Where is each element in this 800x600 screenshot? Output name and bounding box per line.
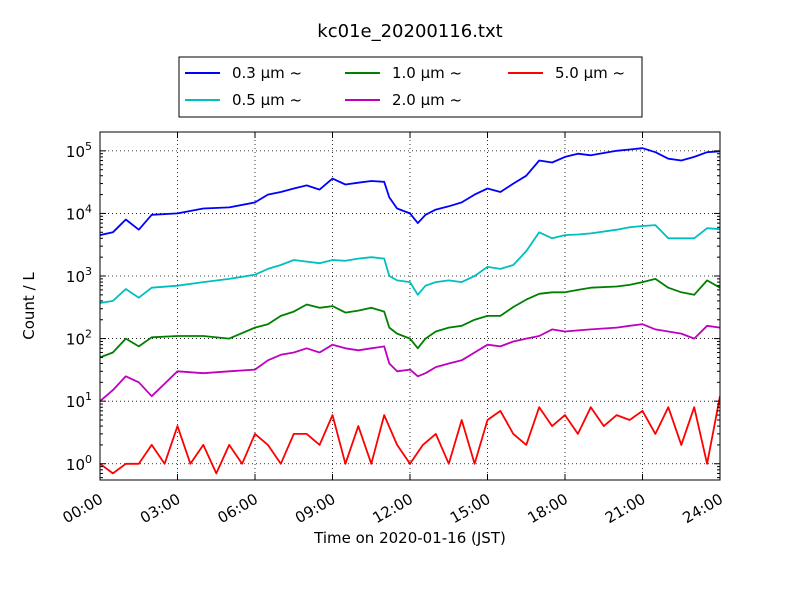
y-tick-label: 101 [66,390,92,411]
legend-label: 2.0 μm ~ [392,91,462,109]
chart-title: kc01e_20200116.txt [317,21,502,42]
x-tick-label: 12:00 [370,490,416,527]
y-tick-label: 103 [66,265,92,286]
y-tick-label: 105 [66,140,92,161]
y-axis: 100 101 102 103 104 105 [66,131,720,479]
x-tick-label: 24:00 [680,490,726,527]
legend: 0.3 μm ~ 0.5 μm ~ 1.0 μm ~ 2.0 μm ~ 5.0 μm ~ [178,56,643,118]
series-line-1 [100,224,720,304]
y-axis-label: Count / L [20,272,38,340]
x-axis-label: Time on 2020-01-16 (JST) [313,529,506,547]
series-line-2 [100,277,720,359]
series-line-0 [100,147,720,236]
legend-box [178,56,643,118]
legend-label: 5.0 μm ~ [555,64,625,82]
y-tick-label: 104 [66,202,92,223]
x-tick-label: 15:00 [447,490,493,527]
x-tick-label: 09:00 [292,490,338,527]
grid [100,132,720,480]
x-tick-label: 03:00 [137,490,183,527]
x-tick-label: 06:00 [215,490,261,527]
legend-label: 0.3 μm ~ [232,64,302,82]
series-line-3 [100,323,720,402]
y-tick-label: 102 [66,328,92,349]
y-tick-label: 100 [66,453,92,474]
x-tick-label: 21:00 [602,490,648,527]
legend-label: 1.0 μm ~ [392,64,462,82]
series-group [100,147,720,475]
x-tick-label: 18:00 [525,490,571,527]
legend-label: 0.5 μm ~ [232,91,302,109]
x-tick-label: 00:00 [60,490,106,527]
series-line-4 [100,396,720,475]
